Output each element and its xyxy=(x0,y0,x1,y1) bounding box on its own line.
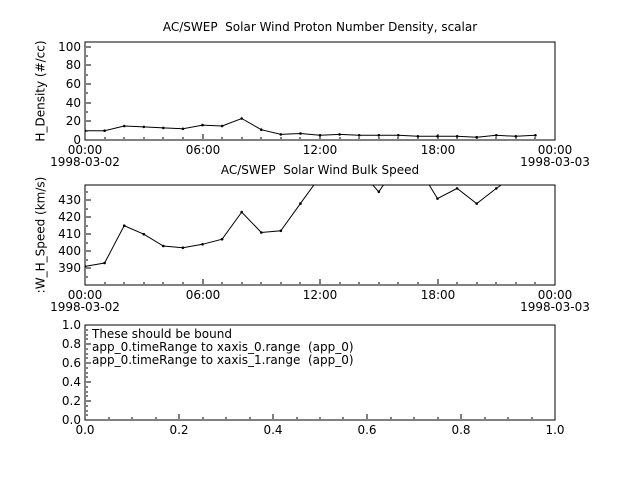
plot-2-xtick-label: 0.6 xyxy=(357,423,376,437)
plot-1-data-point xyxy=(436,197,439,200)
plot-1-date-left: 1998-03-02 xyxy=(50,300,120,314)
plot-2-xtick-label: 0.8 xyxy=(451,423,470,437)
plot-1-data-point xyxy=(181,246,185,249)
plot-2-xtick-label: 0.4 xyxy=(263,423,282,437)
plot-0-data-point xyxy=(240,117,243,120)
plot-0-frame xyxy=(84,41,556,141)
plot-0-data-point xyxy=(475,135,479,139)
plot-0-data-point xyxy=(201,123,204,127)
plot-1-data-point xyxy=(495,187,498,190)
plot-2-ytick-label: 1.0 xyxy=(62,318,81,332)
plot-0-data-point xyxy=(534,134,537,137)
plot-0-xtick-label: 00:00 xyxy=(68,143,103,157)
plot-1-ytick-label: 420 xyxy=(58,210,81,224)
plot-1-frame xyxy=(84,184,556,286)
plot-1-xtick-label: 18:00 xyxy=(421,288,456,302)
plot-0-data-point xyxy=(220,124,224,128)
plot-2: 0.0 0.2 0.4 0.6 0.8 1.0 0.0 0.2 0.4 0.6 0.8 1.0 xyxy=(62,318,565,437)
plot-0-ytick-label: 100 xyxy=(58,40,81,54)
binding-note-line-1: These should be bound xyxy=(92,327,232,341)
plot-1-ytick-label: 390 xyxy=(58,261,81,275)
plot-0-ytick-label: 0 xyxy=(73,133,81,147)
plot-1-data-point xyxy=(240,210,243,214)
plot-1-data-point xyxy=(103,261,106,265)
plot-1-data-point xyxy=(122,224,126,227)
plot-1-data-point xyxy=(475,202,479,205)
plot-0-data-point xyxy=(514,135,518,138)
plot-0-data-point xyxy=(397,134,400,137)
binding-note-line-3: app_0.timeRange to xaxis_1.range (app_0) xyxy=(92,353,354,367)
plot-0-data-point xyxy=(357,134,361,137)
plot-1-data-point xyxy=(455,187,459,190)
plot-0-xtick-label: 06:00 xyxy=(186,143,221,157)
plot-1-data-point xyxy=(377,190,381,194)
plot-1-data-point xyxy=(162,244,165,248)
plot-0-title: AC/SWEP Solar Wind Proton Number Density… xyxy=(162,20,478,34)
plot-1-data-line xyxy=(85,185,503,267)
plot-0-data-point xyxy=(260,128,263,131)
plot-0-data-point xyxy=(299,132,302,135)
plot-0-data-point xyxy=(142,125,146,129)
plot-2-ytick-label: 0.2 xyxy=(62,394,81,408)
plot-0-data-point xyxy=(181,127,185,131)
plot-1-ytick-label: 410 xyxy=(58,227,81,241)
plot-0-data-point xyxy=(338,133,341,136)
plot-0-data-point xyxy=(377,134,381,137)
plot-2-xtick-label: 0.2 xyxy=(169,423,188,437)
plot-2-xtick-label: 0.0 xyxy=(75,423,94,437)
plot-1-xtick-label: 00:00 xyxy=(68,288,103,302)
plot-0-data-point xyxy=(279,133,283,136)
plot-1-xtick-label: 00:00 xyxy=(538,288,573,302)
plot-0-xtick-label: 00:00 xyxy=(538,143,573,157)
plot-1-data-point xyxy=(85,265,87,268)
plot-0-data-point xyxy=(122,124,126,128)
plot-1: 00:00 06:00 12:00 18:00 00:00 390 400 410 420 430 xyxy=(58,172,573,302)
plot-0-ytick-label: 40 xyxy=(66,96,81,110)
plot-0-data-point xyxy=(436,135,439,138)
plot-2-xtick-label: 1.0 xyxy=(545,423,564,437)
plot-1-xtick-label: 06:00 xyxy=(186,288,221,302)
plot-2-ytick-label: 0.0 xyxy=(62,413,81,427)
plot-1-data-point xyxy=(299,202,302,205)
plot-1-data-point xyxy=(201,243,204,246)
plot-0-data-point xyxy=(162,126,165,130)
plot-1-data-point xyxy=(534,172,537,175)
plot-2-frame xyxy=(84,324,556,421)
plot-0-date-left: 1998-03-02 xyxy=(50,155,120,169)
plot-0-ytick-label: 20 xyxy=(66,114,81,128)
plot-0-data-point xyxy=(85,129,87,132)
plot-1-xtick-label: 12:00 xyxy=(303,288,338,302)
plot-1-data-point xyxy=(142,232,146,236)
plot-1-date-right: 1998-03-03 xyxy=(520,300,590,314)
plot-1-data-point xyxy=(279,229,283,233)
plot-1-ytick-label: 430 xyxy=(58,193,81,207)
plot-1-title: AC/SWEP Solar Wind Bulk Speed xyxy=(220,163,420,177)
plot-1-data-point xyxy=(220,237,224,241)
plot-0-data-point xyxy=(455,135,459,138)
plot-1-data-point xyxy=(260,231,263,234)
binding-note-line-2: app_0.timeRange to xaxis_0.range (app_0) xyxy=(92,340,354,354)
plot-2-ytick-label: 0.8 xyxy=(62,337,81,351)
plot-0-yaxis-label: H_Density (#/cc) xyxy=(33,40,48,142)
plot-0-data-point xyxy=(103,129,106,132)
plot-0-ytick-label: 80 xyxy=(66,58,81,72)
plot-1-yaxis-label: :W_H_Speed (km/s) xyxy=(33,176,48,294)
plot-0-data-line xyxy=(85,117,536,138)
plot-0-xtick-label: 12:00 xyxy=(303,143,338,157)
plot-0-ytick-label: 60 xyxy=(66,77,81,91)
plot-0-xtick-label: 18:00 xyxy=(421,143,456,157)
plot-0-data-point xyxy=(495,134,498,137)
plot-2-ytick-label: 0.4 xyxy=(62,375,81,389)
plot-0-date-right: 1998-03-03 xyxy=(520,155,590,169)
plot-0-data-point xyxy=(318,134,322,137)
plot-0-data-point xyxy=(416,135,420,138)
plot-1-data-point xyxy=(515,174,518,177)
plot-2-ytick-label: 0.6 xyxy=(62,356,81,370)
plot-1-ytick-label: 400 xyxy=(58,244,81,258)
